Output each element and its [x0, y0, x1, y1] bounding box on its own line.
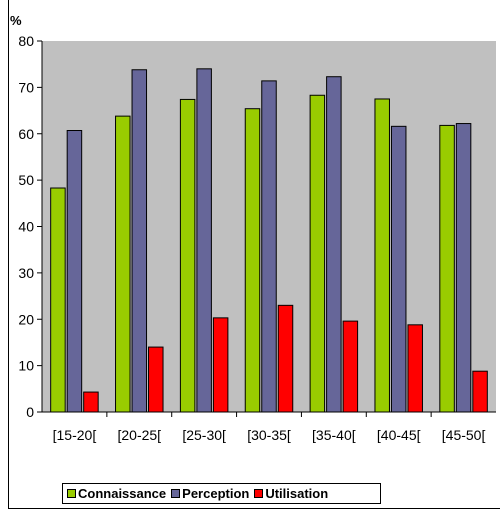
bar-connaissance-0 [50, 187, 66, 413]
bar-perception-1 [131, 69, 148, 413]
bar-utilisation-6 [472, 370, 488, 413]
bar-perception-6 [455, 123, 472, 413]
legend-swatch [67, 489, 76, 498]
y-tick-label: 70 [18, 79, 34, 95]
bar-utilisation-5 [407, 324, 423, 413]
x-axis: [15-20[ [20-25[ [25-30[ [30-35[ [35-40[ [40-4… [53, 412, 486, 443]
x-tick-label: [45-50[ [442, 427, 486, 443]
legend-item-perception: Perception [171, 486, 249, 501]
chart: % 0 10 20 30 40 50 60 70 80 [15-20[ [20-25[ [25-30… [10, 13, 496, 443]
legend: Connaissance Perception Utilisation [62, 483, 381, 504]
y-tick-label: 0 [26, 404, 34, 420]
bar-utilisation-3 [277, 304, 294, 413]
bars [50, 68, 488, 413]
legend-swatch [254, 489, 264, 498]
legend-item-connaissance: Connaissance [67, 486, 166, 501]
y-tick-label: 80 [18, 33, 34, 49]
legend-item-utilisation: Utilisation [254, 486, 328, 501]
bar-connaissance-5 [374, 98, 390, 413]
bar-connaissance-4 [309, 94, 326, 413]
y-tick-label: 40 [18, 219, 34, 235]
bar-perception-4 [326, 76, 342, 413]
bar-connaissance-6 [439, 124, 455, 413]
x-tick-label: [40-45[ [377, 427, 421, 443]
bar-utilisation-1 [148, 346, 164, 413]
bar-connaissance-3 [244, 108, 261, 413]
y-tick-label: 50 [18, 172, 34, 188]
x-tick-label: [15-20[ [53, 427, 97, 443]
y-tick-label: 30 [18, 265, 34, 281]
bar-connaissance-2 [179, 98, 196, 413]
bar-utilisation-0 [83, 391, 99, 413]
legend-label: Connaissance [78, 486, 167, 501]
legend-swatch [171, 489, 181, 498]
y-tick-label: 60 [18, 126, 34, 142]
y-tick-label: 20 [18, 311, 34, 327]
y-axis: 0 10 20 30 40 50 60 70 80 [18, 33, 42, 420]
x-tick-label: [30-35[ [247, 427, 291, 443]
x-tick-label: [20-25[ [117, 427, 161, 443]
bar-perception-0 [66, 130, 83, 413]
bar-perception-2 [196, 68, 212, 413]
x-tick-label: [35-40[ [312, 427, 356, 443]
legend-label: Perception [182, 486, 250, 501]
y-axis-label: % [10, 13, 22, 28]
bar-connaissance-1 [115, 115, 131, 413]
bar-utilisation-2 [212, 317, 229, 413]
legend-label: Utilisation [265, 486, 329, 501]
chart-frame [8, 0, 500, 509]
bar-utilisation-4 [342, 320, 359, 413]
x-tick-label: [25-30[ [182, 427, 226, 443]
bar-perception-3 [261, 80, 277, 413]
y-tick-label: 10 [18, 358, 34, 374]
bar-perception-5 [390, 125, 407, 413]
